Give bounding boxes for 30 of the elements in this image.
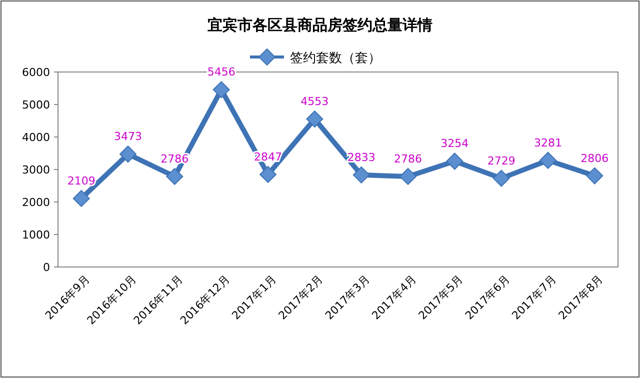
point [586,167,604,184]
point [120,146,136,163]
y-tick-label: 2000 [22,196,50,209]
data-label: 2786 [394,152,422,166]
legend-label: 签约套数（套） [290,51,381,66]
point [400,168,416,185]
data-label: 4553 [300,95,329,108]
y-tick-label: 3000 [22,164,50,176]
point [212,81,230,98]
point [72,190,90,207]
y-tick-label: 6000 [22,66,50,79]
data-label: 3473 [114,130,142,144]
y-tick-label: 4000 [22,131,50,144]
point [352,166,370,184]
data-label: 2729 [487,154,516,168]
point [540,152,556,169]
point [306,110,324,128]
data-label: 2109 [67,174,96,188]
point [260,166,276,183]
data-label: 5456 [207,66,236,79]
point [492,170,510,187]
y-tick-label: 5000 [22,98,50,112]
chart-title: 宜宾市各区县商品房签约总量详情 [208,16,432,34]
y-tick-label: 0 [43,261,50,274]
data-label: 3281 [534,136,562,150]
data-label: 3254 [440,137,469,150]
point [446,152,464,170]
data-label: 2806 [580,152,609,165]
point [166,168,184,185]
y-tick-label: 1000 [22,228,50,242]
